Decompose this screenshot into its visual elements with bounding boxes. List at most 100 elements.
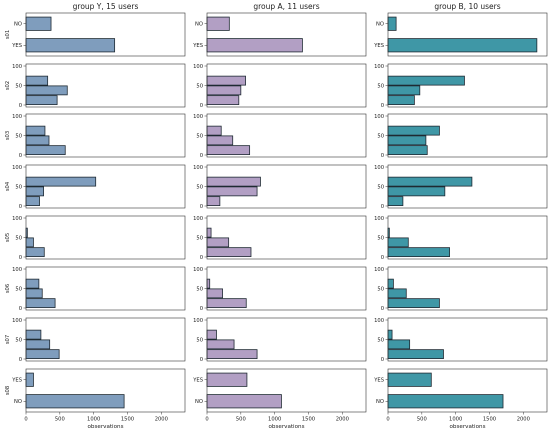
y-tick-label: 50 [15,133,22,139]
bar [25,16,52,31]
panel: 100 50 0 [193,215,367,261]
y-tick-label: 0 [19,153,22,159]
x-tick-label: 2000 [155,417,168,423]
bar [387,339,411,350]
bar [25,135,50,146]
y-tick-label: 50 [196,286,203,292]
panel: YES NO [192,368,367,413]
row-label: s04 [5,181,11,191]
y-tick-label: 0 [19,255,22,261]
panel: 100 50 0 s07 [5,317,186,363]
y-tick-label: YES [373,378,384,384]
y-tick-label: 50 [377,235,384,241]
panel: 100 50 0 s05 [5,215,186,261]
bar [387,186,446,197]
x-tick-label: 0 [205,417,208,423]
bar [387,278,394,289]
bar [25,298,56,309]
y-tick-label: 0 [19,103,22,109]
x-tick-label: 500 [55,417,65,423]
panel: 100 50 0 [193,63,367,109]
bar [206,349,258,360]
y-tick-label: 0 [200,255,203,261]
bar [206,329,217,340]
panel-frame [25,368,186,413]
row-label: s08 [5,386,11,395]
bar [25,176,97,187]
y-tick-label: 100 [12,216,22,222]
panel: 100 50 0 [193,266,367,312]
x-tick-label: 1000 [268,417,281,423]
y-tick-label: 0 [19,306,22,312]
row-label: s06 [5,284,11,293]
panel: 100 50 0 [374,63,548,109]
bar [25,288,43,299]
panel: 100 50 0 [374,317,548,363]
y-tick-label: 100 [193,165,203,171]
bar [25,372,34,387]
bar [206,75,246,86]
y-tick-label: 0 [200,306,203,312]
bar [387,85,421,96]
bar [206,278,211,289]
column-titles: group Y, 15 users group A, 11 users group … [73,2,501,11]
y-tick-label: NO [195,22,203,28]
y-tick-label: 100 [374,216,384,222]
panel: 100 50 0 s04 [5,164,186,210]
y-tick-label: YES [373,43,384,49]
panel: 100 50 0 [374,113,548,159]
bar [387,394,504,409]
bar [387,38,538,53]
bar [387,288,407,299]
y-tick-label: 100 [12,114,22,120]
y-tick-label: 100 [12,64,22,70]
bar [206,339,235,350]
panel-frame [387,12,548,57]
y-tick-label: 0 [381,103,384,109]
bar [25,75,49,86]
bar [206,38,303,53]
panel: 100 50 0 [193,113,367,159]
bar [206,288,223,299]
x-axis-label: observations [269,424,305,430]
panel-frame [25,215,186,260]
y-tick-label: 0 [381,204,384,210]
y-tick-label: NO [14,22,22,28]
y-tick-label: 0 [381,357,384,363]
panel: 100 50 0 [193,164,367,210]
y-tick-label: 50 [196,133,203,139]
y-tick-label: 0 [381,153,384,159]
bar [387,298,440,309]
y-tick-label: YES [11,378,22,384]
bar [387,16,397,31]
bar [206,95,240,106]
y-tick-label: 50 [377,133,384,139]
x-tick-label: 1000 [449,417,462,423]
y-tick-label: 100 [12,165,22,171]
column-title: group A, 11 users [253,2,319,11]
bar [387,135,427,146]
y-tick-label: NO [376,22,384,28]
panel: 100 50 0 s03 [5,113,186,159]
y-tick-label: 0 [200,204,203,210]
bar [387,349,444,360]
y-tick-label: 100 [12,267,22,273]
y-tick-label: 100 [193,216,203,222]
y-tick-label: 100 [193,267,203,273]
bar [25,186,44,197]
y-tick-label: YES [192,43,203,49]
bar [387,247,450,258]
y-tick-label: 50 [15,184,22,190]
x-tick-label: 2000 [336,417,349,423]
bar [206,85,242,96]
y-tick-label: 50 [196,184,203,190]
x-tick-label: 0 [24,417,27,423]
y-tick-label: 50 [15,337,22,343]
x-tick-label: 500 [236,417,246,423]
x-axis: 0 500 1000 1500 2000 observations [386,412,530,430]
y-tick-label: 50 [377,337,384,343]
row-label: s05 [5,233,11,242]
y-tick-label: 100 [374,64,384,70]
x-tick-label: 1500 [302,417,315,423]
bar [206,372,248,387]
